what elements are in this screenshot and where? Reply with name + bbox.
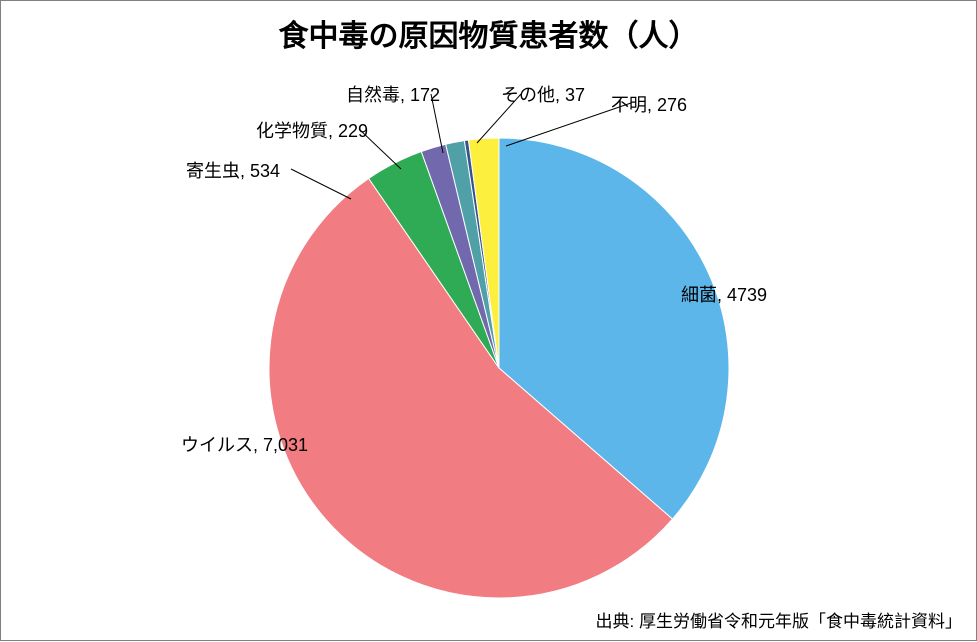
slice-label: 自然毒, 172	[346, 81, 440, 107]
slice-label: 不明, 276	[611, 91, 687, 117]
source-citation: 出典: 厚生労働省令和元年版「食中毒統計資料」	[596, 607, 962, 632]
chart-container: 食中毒の原因物質患者数（人） 出典: 厚生労働省令和元年版「食中毒統計資料」 細…	[0, 0, 977, 641]
slice-label: ウイルス, 7,031	[181, 431, 308, 457]
pie-chart	[269, 138, 729, 598]
slice-label: その他, 37	[501, 81, 585, 107]
slice-label: 化学物質, 229	[256, 117, 368, 143]
slice-label: 寄生虫, 534	[186, 157, 280, 183]
slice-label: 細菌, 4739	[681, 281, 767, 307]
chart-title: 食中毒の原因物質患者数（人）	[1, 11, 976, 55]
